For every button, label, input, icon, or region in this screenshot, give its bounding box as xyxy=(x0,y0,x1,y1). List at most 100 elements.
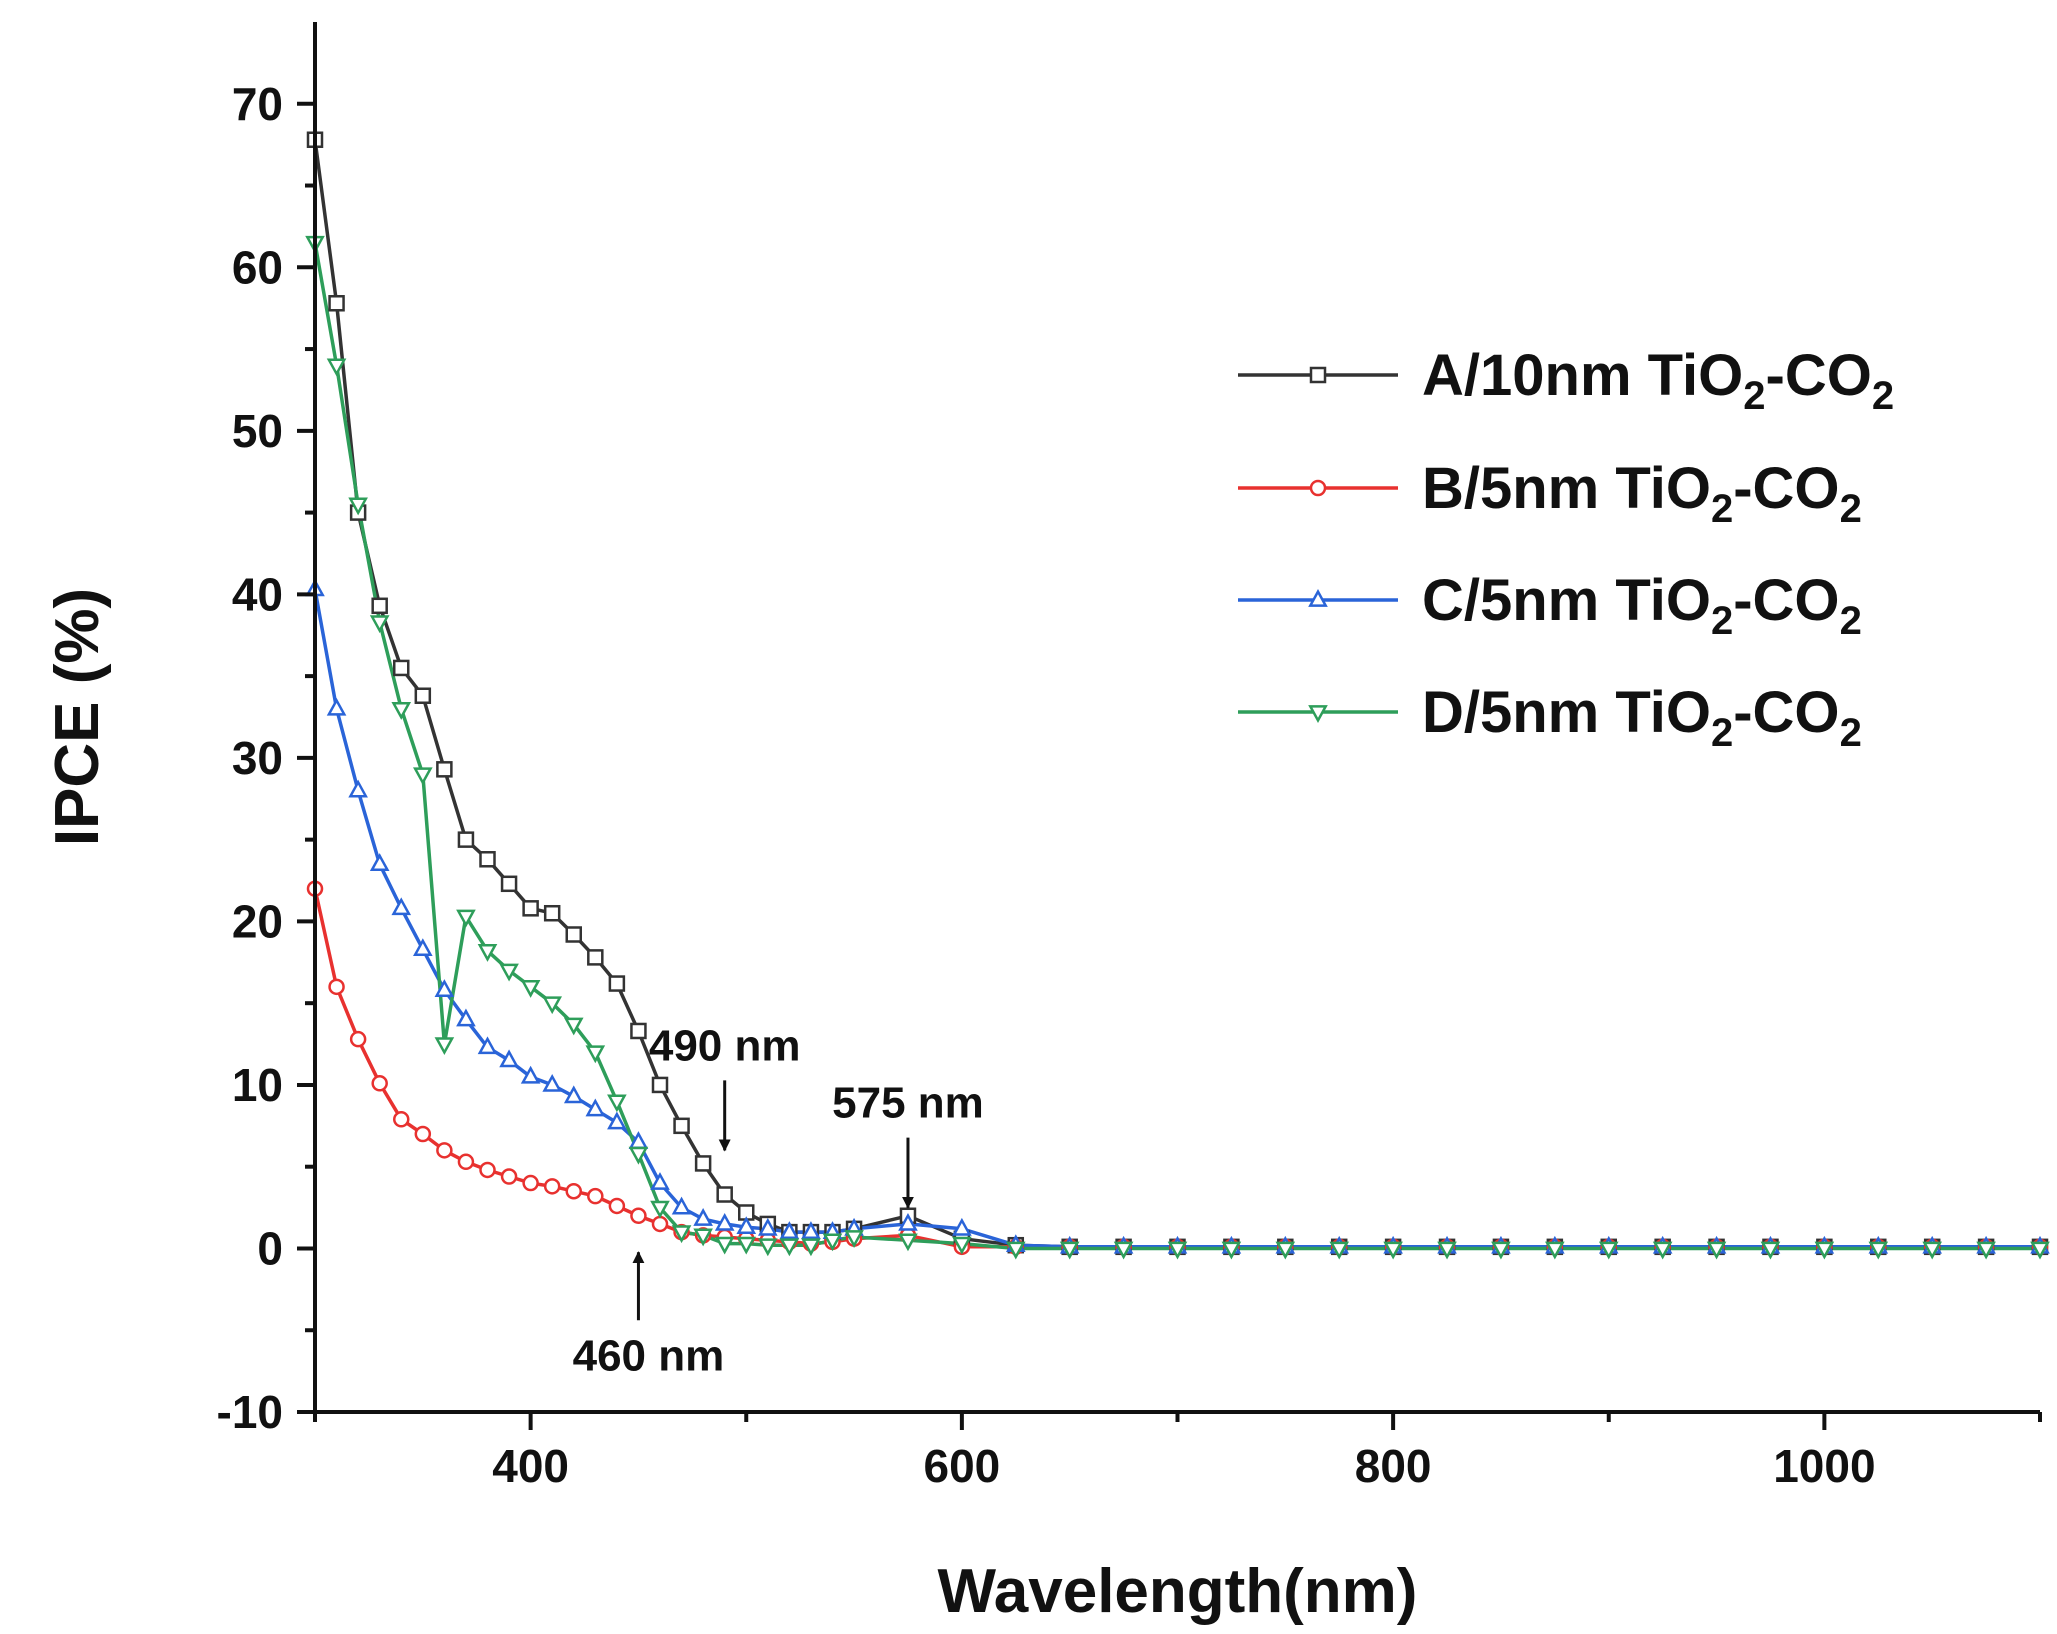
data-point xyxy=(1922,1241,1943,1260)
y-tick-label: 70 xyxy=(232,78,283,130)
data-point xyxy=(757,1217,778,1236)
data-point xyxy=(898,1233,918,1252)
data-point xyxy=(393,1111,410,1128)
data-point xyxy=(456,1008,476,1027)
data-point xyxy=(716,1186,733,1203)
axes: -10 0 10 20 30 40 50 60 70 400 600 800 1000 xyxy=(217,22,2042,1492)
x-tick-label: 800 xyxy=(1355,1440,1432,1492)
data-point xyxy=(1113,1241,1134,1260)
data-point xyxy=(543,904,561,922)
plot-markers xyxy=(305,131,2050,1260)
data-point xyxy=(587,949,604,966)
legend-subscript: 2 xyxy=(1711,711,1733,755)
annotation-label: 575 nm xyxy=(832,1079,984,1128)
x-axis-title: Wavelength(nm) xyxy=(938,1557,1418,1626)
data-point xyxy=(520,1065,541,1084)
data-point xyxy=(499,1049,519,1068)
y-tick-label: 30 xyxy=(232,732,283,784)
data-point xyxy=(1491,1241,1511,1260)
data-point xyxy=(349,1030,367,1048)
data-point xyxy=(563,1085,584,1104)
data-point xyxy=(1814,1241,1835,1260)
data-point xyxy=(650,1172,670,1190)
legend-subscript: 2 xyxy=(1840,711,1862,755)
data-point xyxy=(565,926,582,943)
data-point xyxy=(693,1208,713,1226)
data-point xyxy=(585,1098,606,1117)
data-point xyxy=(2030,1241,2050,1260)
data-point xyxy=(757,1238,778,1257)
data-point xyxy=(371,597,388,615)
x-tick-label: 400 xyxy=(492,1440,569,1492)
data-point xyxy=(348,497,368,516)
data-point xyxy=(1275,1241,1296,1260)
data-point xyxy=(522,1174,539,1192)
data-point xyxy=(608,975,626,992)
data-point xyxy=(520,979,541,998)
data-point xyxy=(326,697,347,716)
data-point xyxy=(479,1161,496,1179)
data-point xyxy=(1383,1241,1403,1260)
y-tick-label: 50 xyxy=(232,405,283,457)
data-point xyxy=(1309,366,1327,384)
data-point xyxy=(630,1207,647,1225)
data-point xyxy=(391,701,412,720)
data-point xyxy=(436,761,453,778)
legend-subscript: 2 xyxy=(1711,599,1733,643)
y-tick-label: 60 xyxy=(232,241,283,293)
data-point xyxy=(326,358,347,377)
data-point xyxy=(1309,479,1327,497)
data-point xyxy=(693,1228,713,1247)
y-tick-label: 10 xyxy=(232,1059,283,1111)
data-point xyxy=(1059,1241,1080,1260)
data-point xyxy=(456,909,476,928)
data-point xyxy=(542,1073,563,1092)
legend-text-part: C/5nm TiO xyxy=(1422,568,1711,633)
x-tick-label: 600 xyxy=(924,1440,1001,1492)
data-point xyxy=(391,897,412,916)
data-point xyxy=(844,1230,864,1249)
legend-label: C/5nm TiO2-CO2 xyxy=(1422,568,1862,643)
data-point xyxy=(1652,1241,1673,1260)
data-point xyxy=(348,779,368,798)
data-point xyxy=(651,1076,669,1094)
legend-text-part: A/10nm TiO xyxy=(1422,343,1743,408)
legend-subscript: 2 xyxy=(1711,487,1733,531)
data-point xyxy=(412,767,433,786)
data-point xyxy=(328,978,345,996)
legend-text-part: B/5nm TiO xyxy=(1422,456,1711,521)
data-point xyxy=(694,1155,712,1172)
data-point xyxy=(500,875,518,893)
legend-entry: B/5nm TiO2-CO2 xyxy=(1238,456,1862,531)
data-point xyxy=(1167,1241,1188,1260)
legend-text-part: -CO xyxy=(1733,456,1839,521)
data-point xyxy=(587,1187,604,1205)
data-point xyxy=(393,659,410,677)
data-point xyxy=(434,979,455,997)
data-point xyxy=(477,943,498,962)
legend-subscript: 2 xyxy=(1872,374,1894,418)
y-axis-title: IPCE (%) xyxy=(43,588,112,846)
legend-label: A/10nm TiO2-CO2 xyxy=(1422,343,1894,418)
data-point xyxy=(479,851,496,868)
data-point xyxy=(801,1221,821,1239)
data-point xyxy=(1329,1241,1350,1260)
data-point xyxy=(1976,1241,1996,1260)
data-point xyxy=(457,831,475,848)
data-point xyxy=(779,1238,800,1257)
legend-text-part: -CO xyxy=(1733,680,1839,745)
data-point xyxy=(736,1236,757,1255)
annotations: 490 nm 575 nm 460 nm xyxy=(573,1021,984,1380)
legend-entry: D/5nm TiO2-CO2 xyxy=(1238,680,1862,755)
data-point xyxy=(565,1182,582,1200)
data-point xyxy=(714,1236,735,1255)
data-point xyxy=(736,1216,757,1235)
y-tick-label: 0 xyxy=(257,1222,283,1274)
data-point xyxy=(1545,1241,1565,1260)
data-point xyxy=(369,853,390,872)
data-point xyxy=(1706,1241,1727,1260)
data-point xyxy=(585,1045,606,1064)
legend-entry: C/5nm TiO2-CO2 xyxy=(1238,568,1862,643)
